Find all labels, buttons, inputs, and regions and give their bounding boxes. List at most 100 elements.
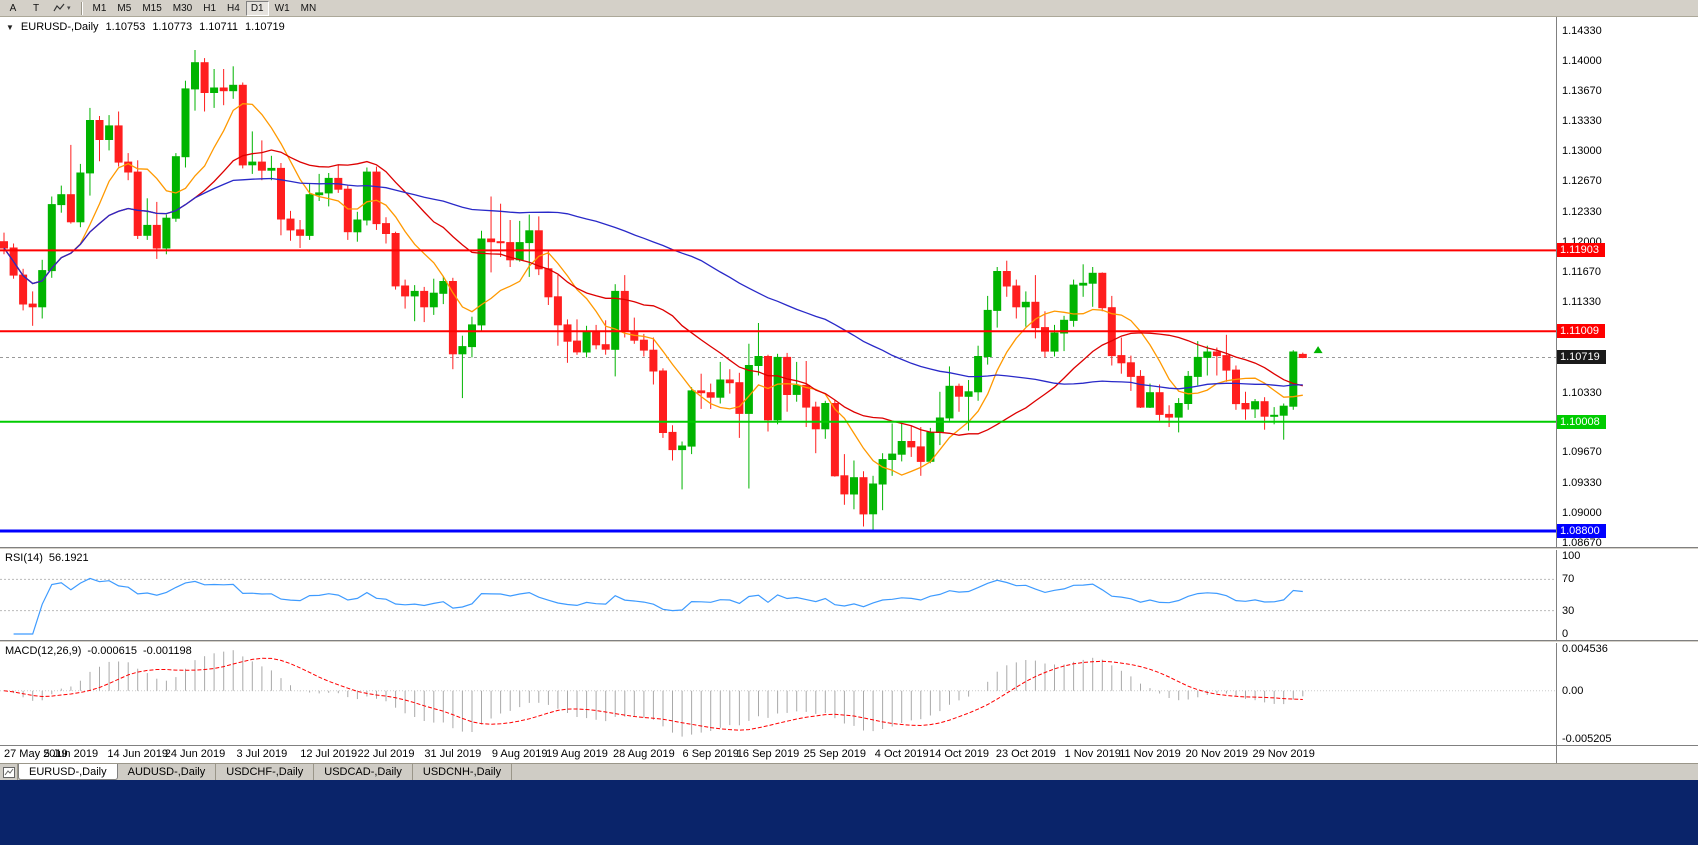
date-tick-label: 25 Sep 2019 (803, 748, 867, 760)
macd-panel: MACD(12,26,9) -0.000615 -0.001198 0.0045… (0, 643, 1698, 745)
date-tick-label: 3 Jul 2019 (236, 748, 288, 760)
timeframe-button-w1[interactable]: W1 (274, 2, 290, 14)
symbol-tab-audusd[interactable]: AUDUSD-,Daily (117, 764, 217, 780)
date-axis[interactable]: 27 May 2019 5 Jun 2019 14 Jun 2019 24 Jun 2… (0, 745, 1698, 763)
price-tick-label: 1.13330 (1562, 115, 1602, 128)
chart-tab-bar: EURUSD-,Daily AUDUSD-,Daily USDCHF-,Daily U… (0, 763, 1698, 780)
price-tick-label: 1.13000 (1562, 145, 1602, 158)
price-tick-label: 1.09330 (1562, 477, 1602, 490)
hline-price-label[interactable]: 1.11009 (1557, 324, 1605, 339)
caret-down-icon: ▾ (67, 5, 71, 12)
moving-average-21 (3, 149, 1303, 436)
timeframe-button-h1[interactable]: H1 (203, 2, 217, 14)
date-tick-label: 11 Nov 2019 (1119, 748, 1181, 760)
ohlc-low: 1.10711 (199, 21, 239, 33)
date-tick-label: 12 Jul 2019 (300, 748, 358, 760)
macd-name: MACD(12,26,9) (5, 645, 82, 657)
symbol-tab-usdchf[interactable]: USDCHF-,Daily (216, 764, 315, 780)
rsi-scale-label: 70 (1562, 573, 1575, 586)
toolbar-button-a[interactable]: A (9, 2, 17, 14)
macd-label: MACD(12,26,9) -0.000615 -0.001198 (5, 645, 192, 657)
price-tick-label: 1.11330 (1562, 296, 1601, 309)
taskbar-strip (0, 780, 1698, 845)
macd-scale-label: 0.00 (1562, 684, 1584, 697)
panel-divider[interactable] (0, 640, 1698, 643)
zigzag-chart-icon (53, 3, 65, 12)
date-tick-label: 14 Jun 2019 (107, 748, 168, 760)
timeframe-button-mn[interactable]: MN (300, 2, 317, 14)
price-tick-label: 1.09670 (1562, 446, 1602, 459)
chart-list-icon[interactable] (0, 764, 18, 780)
date-tick-label: 4 Oct 2019 (874, 748, 929, 760)
symbol-tab-usdcnh[interactable]: USDCNH-,Daily (412, 764, 513, 780)
chart-title: EURUSD-,Daily (20, 21, 99, 33)
date-tick-label: 5 Jun 2019 (43, 748, 99, 760)
hline-price-label[interactable]: 1.08800 (1557, 523, 1606, 538)
price-tick-label: 1.08670 (1562, 536, 1602, 547)
rsi-scale-label: 100 (1562, 550, 1581, 562)
rsi-scale-label: 0 (1562, 628, 1569, 640)
macd-axis[interactable]: 0.004536 0.00 -0.005205 (1556, 643, 1698, 745)
hline-price-label[interactable]: 1.10008 (1557, 414, 1606, 429)
chart-style-dropdown-button[interactable]: ▾ (48, 1, 76, 16)
macd-main-value: -0.000615 (87, 645, 137, 657)
panel-divider[interactable] (0, 547, 1698, 550)
rsi-scale-label: 30 (1562, 604, 1575, 617)
price-axis[interactable]: 1.14330 1.14000 1.13670 1.13330 1.13000 1.126… (1556, 17, 1698, 547)
timeframe-buttons: M1 M5 M15 M30 H1 H4 D1 W1 MN (88, 0, 322, 16)
date-tick-label: 6 Sep 2019 (682, 748, 739, 760)
rsi-name: RSI(14) (5, 552, 43, 564)
price-tick-label: 1.12330 (1562, 205, 1602, 218)
rsi-value: 56.1921 (48, 552, 89, 564)
ohlc-high: 1.10773 (152, 21, 193, 33)
macd-scale-label: -0.005205 (1562, 733, 1612, 745)
timeframe-button-h4[interactable]: H4 (227, 2, 240, 14)
date-tick-label: 24 Jun 2019 (164, 748, 226, 760)
date-tick-label: 28 Aug 2019 (612, 748, 675, 760)
timeframe-button-m15[interactable]: M15 (142, 2, 162, 14)
moving-average-55 (3, 177, 1303, 390)
moving-average-8 (3, 103, 1303, 476)
ohlc-close: 1.10719 (245, 21, 285, 33)
timeframe-button-m1[interactable]: M1 (92, 2, 107, 14)
chart-title-overlay: ▼ EURUSD-,Daily 1.10753 1.10773 1.10711 … (6, 21, 285, 33)
price-tick-label: 1.14000 (1562, 54, 1602, 67)
date-tick-label: 9 Aug 2019 (491, 748, 548, 760)
rsi-canvas[interactable] (0, 550, 1556, 640)
main-chart-panel: ▼ EURUSD-,Daily 1.10753 1.10773 1.10711 … (0, 17, 1698, 547)
timeframe-button-m30[interactable]: M30 (172, 2, 193, 14)
price-tick-label: 1.12670 (1562, 175, 1602, 188)
mini-chart-icon (2, 766, 15, 778)
timeframe-button-m5[interactable]: M5 (117, 2, 132, 14)
chart-area: ▼ EURUSD-,Daily 1.10753 1.10773 1.10711 … (0, 17, 1698, 763)
hline-price-label[interactable]: 1.11903 (1557, 243, 1605, 258)
date-labels: 27 May 2019 5 Jun 2019 14 Jun 2019 24 Jun 2… (0, 746, 1556, 763)
date-tick-label: 23 Oct 2019 (995, 748, 1056, 760)
ohlc-open: 1.10753 (105, 21, 146, 33)
bid-price-label: 1.10719 (1557, 350, 1606, 365)
date-tick-label: 14 Oct 2019 (929, 748, 989, 760)
price-tick-label: 1.11670 (1562, 265, 1601, 278)
toolbar-separator (80, 1, 83, 15)
price-chart-canvas[interactable] (0, 17, 1556, 547)
date-tick-label: 31 Jul 2019 (424, 748, 482, 760)
timeframe-button-d1[interactable]: D1 (245, 0, 269, 16)
date-tick-label: 29 Nov 2019 (1252, 748, 1315, 760)
rsi-label: RSI(14) 56.1921 (5, 552, 89, 564)
symbol-tab-usdcad[interactable]: USDCAD-,Daily (314, 764, 413, 780)
macd-scale-label: 0.004536 (1562, 643, 1608, 655)
date-tick-label: 19 Aug 2019 (546, 748, 608, 760)
price-tick-label: 1.09000 (1562, 506, 1602, 519)
symbol-tab-eurusd[interactable]: EURUSD-,Daily (18, 764, 118, 780)
date-tick-label: 1 Nov 2019 (1064, 748, 1121, 760)
rsi-axis[interactable]: 100 70 30 0 (1556, 550, 1698, 640)
price-tick-label: 1.10330 (1562, 386, 1602, 399)
chart-dropdown-icon[interactable]: ▼ (6, 22, 14, 32)
toolbar-button-t[interactable]: T (32, 2, 40, 14)
rsi-panel: RSI(14) 56.1921 100 70 30 0 (0, 550, 1698, 640)
macd-canvas[interactable] (0, 643, 1556, 745)
macd-histogram (13, 650, 1304, 737)
